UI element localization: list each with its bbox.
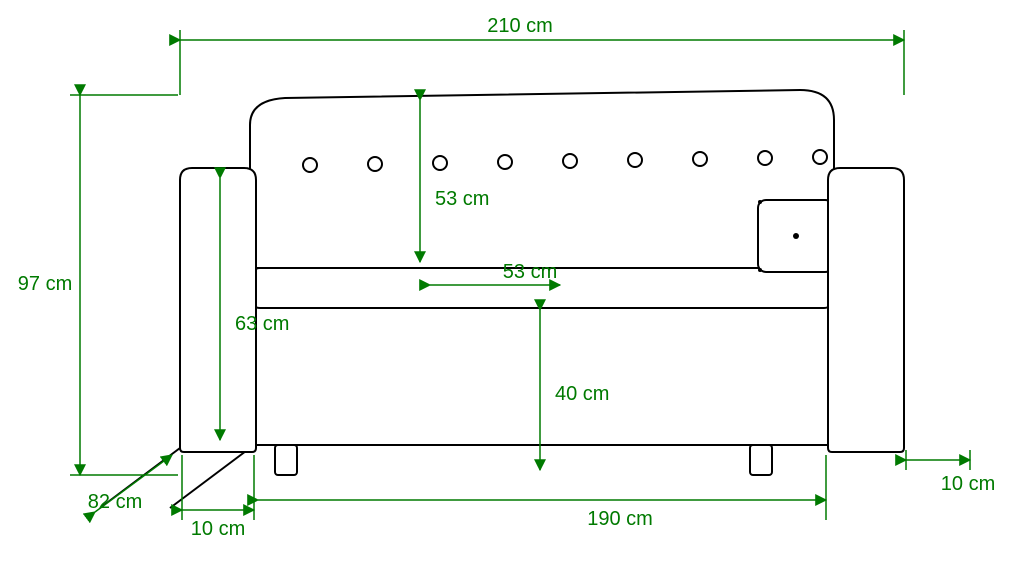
- dim-overall-height: 97 cm: [18, 273, 72, 295]
- dim-arm-width-right: 10 cm: [941, 473, 995, 495]
- dim-arm-height: 63 cm: [235, 313, 289, 335]
- dim-depth: 82 cm: [88, 491, 142, 513]
- pillow: [758, 200, 833, 272]
- sofa-dimension-diagram: 210 cm 97 cm 63 cm 53 cm 53 cm 40 cm 82 …: [0, 0, 1020, 569]
- dim-arm-width-left: 10 cm: [191, 518, 245, 540]
- dim-seat-height: 40 cm: [555, 383, 609, 405]
- dim-back-height: 53 cm: [435, 188, 489, 210]
- dim-seat-width: 190 cm: [587, 508, 653, 530]
- dim-overall-width: 210 cm: [487, 15, 553, 37]
- dim-seat-depth: 53 cm: [503, 261, 557, 283]
